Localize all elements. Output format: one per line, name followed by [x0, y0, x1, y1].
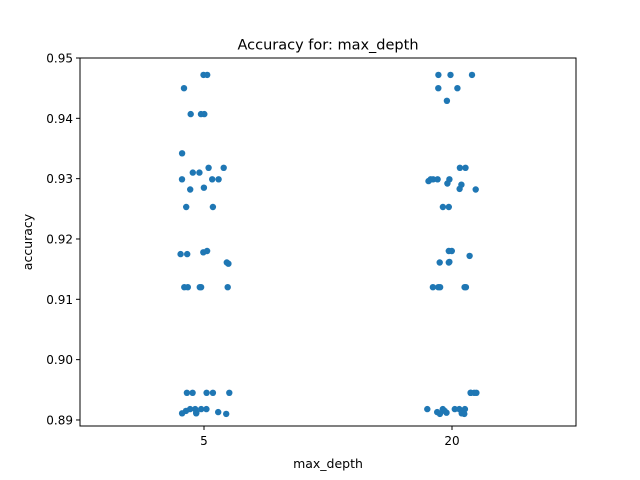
data-point: [204, 71, 211, 79]
data-point: [180, 85, 188, 92]
chart-title: Accuracy for: max_depth: [237, 38, 418, 54]
data-point: [445, 247, 452, 255]
data-point: [429, 284, 437, 291]
data-point: [436, 410, 444, 418]
data-point: [454, 85, 461, 92]
y-axis: 0.89 0.90 0.91 0.92 0.93 0.94 0.95: [46, 52, 80, 427]
data-point: [223, 410, 230, 418]
data-point: [225, 260, 232, 267]
data-point: [200, 184, 208, 191]
data-point: [224, 284, 231, 291]
data-point: [467, 389, 474, 396]
data-point: [205, 164, 212, 171]
data-point: [451, 405, 458, 413]
data-point: [189, 389, 196, 396]
data-point: [435, 85, 442, 92]
data-point: [177, 250, 184, 258]
y-tick-label: 0.91: [46, 293, 73, 307]
data-point: [215, 176, 222, 183]
data-point: [178, 176, 186, 183]
data-point: [468, 71, 476, 79]
data-point: [436, 259, 443, 266]
data-point: [439, 203, 447, 211]
data-point: [472, 186, 479, 193]
data-point: [462, 284, 470, 291]
data-point: [435, 71, 442, 79]
data-point: [209, 389, 217, 396]
y-tick-label: 0.95: [46, 52, 73, 66]
data-point: [201, 110, 208, 118]
y-tick-label: 0.92: [46, 232, 73, 246]
data-point: [461, 410, 468, 418]
y-tick-label: 0.90: [46, 353, 73, 367]
data-point: [193, 410, 200, 417]
x-axis-label: max_depth: [293, 456, 363, 471]
data-point: [203, 389, 210, 396]
data-point: [220, 164, 227, 171]
data-point: [178, 410, 186, 417]
data-point: [215, 408, 222, 416]
data-point: [183, 389, 191, 396]
data-point: [436, 284, 444, 291]
data-point: [434, 176, 441, 183]
data-point: [443, 409, 450, 416]
data-point: [424, 405, 431, 413]
x-tick-label: 5: [200, 434, 208, 448]
y-tick-label: 0.94: [46, 112, 73, 126]
x-axis: 5 20: [200, 426, 460, 448]
y-axis-label: accuracy: [20, 213, 35, 270]
data-point: [196, 169, 203, 176]
data-point: [445, 259, 452, 266]
data-point: [198, 405, 205, 413]
data-point: [447, 71, 454, 79]
data-point: [187, 186, 194, 193]
data-points: [177, 71, 480, 418]
data-point: [209, 203, 217, 211]
data-point: [226, 389, 233, 396]
data-point: [189, 169, 196, 176]
data-point: [200, 249, 207, 256]
x-tick-label: 20: [444, 434, 459, 448]
data-point: [183, 203, 190, 211]
data-point: [443, 97, 451, 105]
plot-frame: [79, 57, 577, 427]
data-point: [462, 164, 469, 171]
data-point: [184, 284, 191, 291]
data-point: [444, 180, 451, 187]
data-point: [184, 250, 191, 258]
data-point: [203, 405, 210, 413]
data-point: [196, 284, 203, 291]
y-tick-label: 0.89: [46, 413, 73, 427]
data-point: [209, 176, 216, 183]
data-point: [187, 110, 194, 118]
data-point: [466, 252, 473, 260]
data-point: [445, 203, 452, 211]
y-tick-label: 0.93: [46, 172, 73, 186]
data-point: [425, 177, 432, 185]
data-point: [178, 150, 186, 157]
data-point: [456, 185, 463, 193]
data-point: [456, 164, 464, 171]
